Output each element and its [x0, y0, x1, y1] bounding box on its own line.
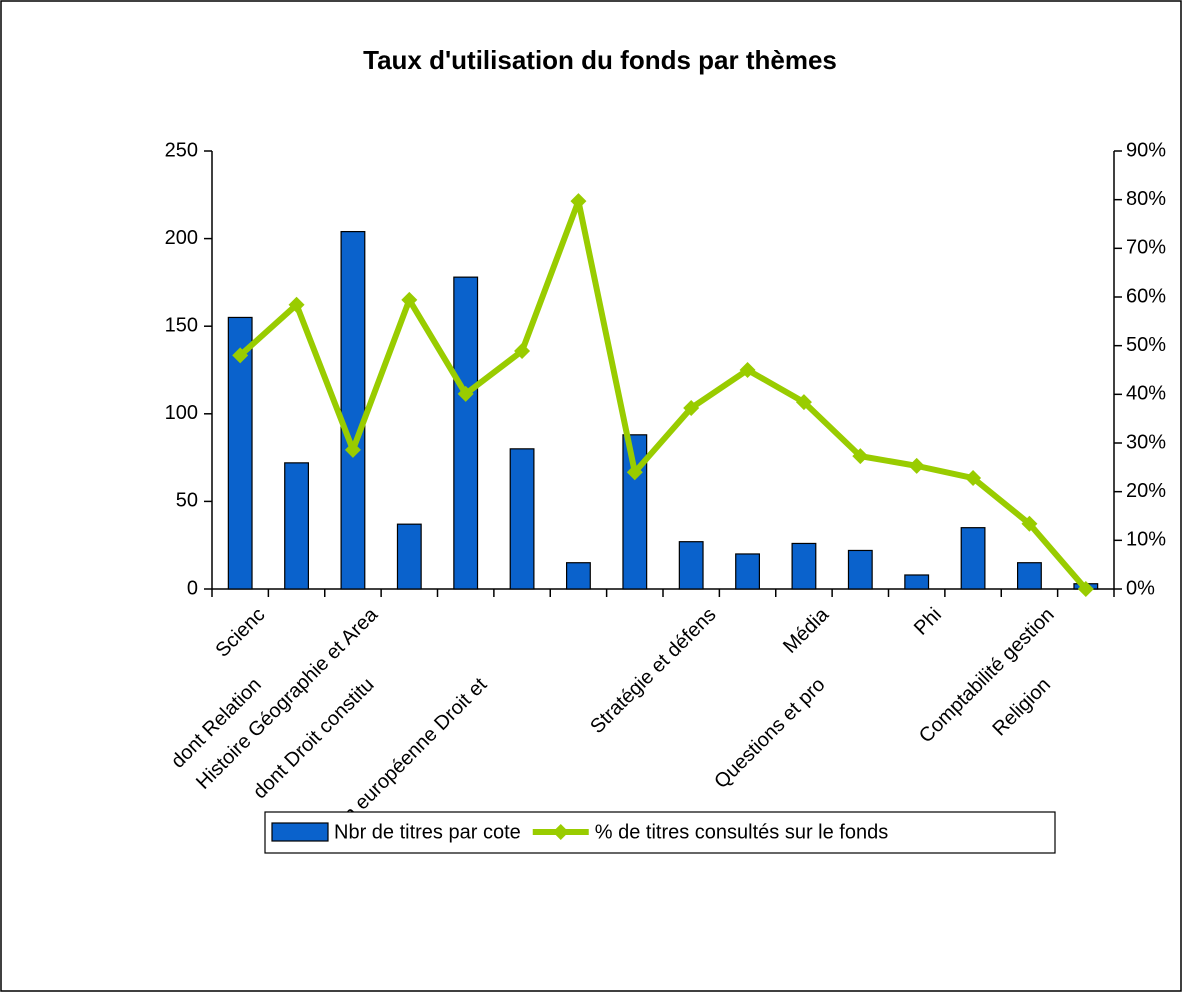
legend: [264, 811, 1056, 854]
y-tick-label: 50: [176, 490, 198, 512]
line-marker: [457, 385, 474, 402]
bar: [791, 542, 817, 590]
bar: [396, 523, 422, 590]
line-marker: [344, 441, 361, 458]
line-marker: [514, 343, 531, 360]
legend-label: % de titres consultés sur le fonds: [595, 821, 888, 843]
line-marker: [232, 347, 249, 364]
line-marker: [1021, 515, 1038, 532]
bar: [453, 276, 479, 590]
y-tick-label: 250: [165, 139, 198, 161]
bar: [509, 448, 535, 590]
bar: [904, 574, 930, 590]
y2-tick-label: 10%: [1126, 529, 1166, 551]
y-tick-label: 200: [165, 227, 198, 249]
y2-tick-label: 40%: [1126, 383, 1166, 405]
bar: [565, 562, 591, 590]
bar: [1016, 562, 1042, 590]
y-tick-label: 150: [165, 314, 198, 336]
line-marker: [288, 296, 305, 313]
y-tick-label: 100: [165, 402, 198, 424]
bar: [960, 527, 986, 590]
line-marker: [965, 470, 982, 487]
y2-tick-label: 60%: [1126, 285, 1166, 307]
line-marker: [852, 448, 869, 465]
y2-tick-label: 20%: [1126, 480, 1166, 502]
y2-tick-label: 80%: [1126, 188, 1166, 210]
bar: [847, 549, 873, 590]
bar: [340, 230, 366, 590]
line-marker: [739, 362, 756, 378]
line-marker: [401, 291, 418, 308]
chart-title: Taux d'utilisation du fonds par thèmes: [363, 45, 837, 75]
y2-tick-label: 0%: [1126, 577, 1155, 599]
line-marker: [683, 399, 700, 416]
bar: [227, 316, 253, 590]
line-marker: [626, 464, 643, 481]
line-marker: [795, 394, 812, 411]
y2-tick-label: 70%: [1126, 237, 1166, 259]
y2-tick-label: 30%: [1126, 431, 1166, 453]
y-tick-label: 0: [187, 577, 198, 599]
legend-label: Nbr de titres par cote: [334, 821, 521, 843]
bar: [284, 462, 310, 590]
y2-tick-label: 50%: [1126, 334, 1166, 356]
legend-marker: [552, 824, 569, 840]
y2-tick-label: 90%: [1126, 139, 1166, 161]
bar: [678, 541, 704, 590]
line-marker: [570, 193, 587, 210]
legend-swatch: [271, 822, 329, 842]
bar: [735, 553, 761, 590]
line-marker: [908, 457, 925, 474]
line: [238, 198, 1089, 591]
line-marker: [1077, 581, 1094, 597]
